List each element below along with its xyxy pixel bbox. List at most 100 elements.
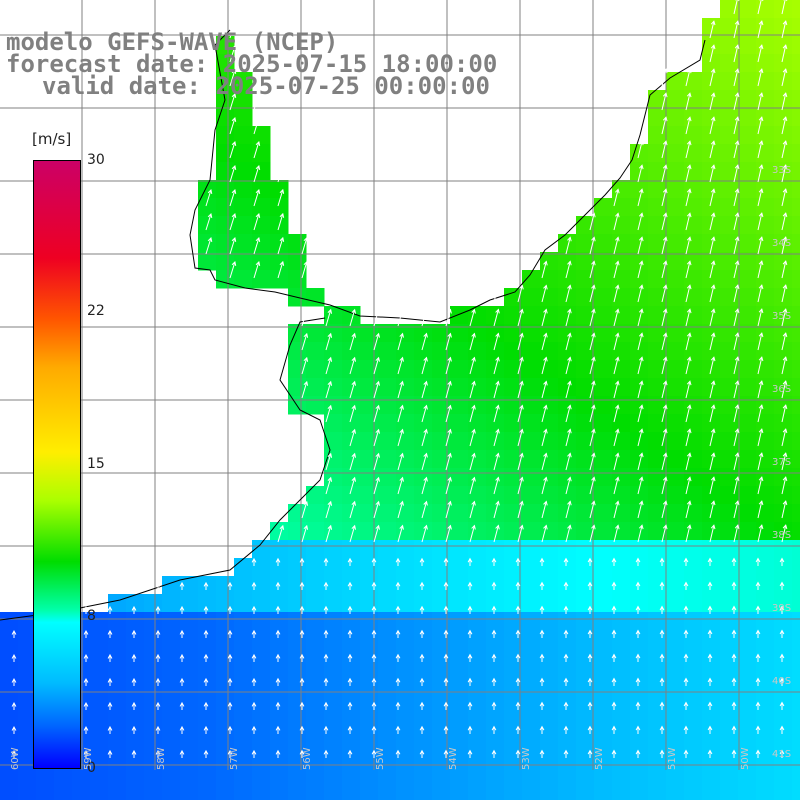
wind-arrow-head: [686, 308, 692, 314]
grid-cell: [468, 522, 487, 541]
wind-arrow-head: [683, 749, 689, 755]
wind-arrow-head: [563, 725, 569, 731]
grid-cell: [558, 630, 577, 649]
wind-arrow: [757, 21, 763, 39]
wind-arrow: [661, 525, 667, 543]
grid-cell: [252, 198, 271, 217]
wind-arrow: [589, 477, 595, 495]
grid-cell: [324, 504, 343, 523]
wind-arrow: [733, 525, 739, 543]
grid-cell: [558, 270, 577, 289]
grid-cell: [666, 396, 685, 415]
grid-cell: [396, 630, 415, 649]
wind-arrow: [613, 405, 619, 423]
grid-cell: [18, 648, 37, 667]
grid-cell: [756, 558, 775, 577]
grid-cell: [630, 612, 649, 631]
wind-arrow-head: [543, 476, 548, 482]
wind-arrow: [661, 69, 667, 87]
grid-cell: [234, 162, 253, 181]
wind-arrow-head: [423, 380, 428, 386]
wind-arrow-head: [662, 92, 668, 98]
grid-cell: [270, 666, 289, 685]
grid-cell: [522, 558, 541, 577]
grid-cell: [702, 702, 721, 721]
wind-arrow: [733, 381, 739, 399]
wind-arrow-head: [755, 725, 761, 731]
wind-arrow: [373, 381, 380, 399]
wind-arrow-head: [591, 428, 596, 434]
wind-arrow: [541, 333, 547, 351]
wind-arrow-head: [731, 653, 737, 659]
grid-cell: [54, 774, 73, 793]
wind-arrow: [709, 501, 715, 519]
grid-cell: [306, 378, 325, 397]
grid-cell: [792, 360, 800, 379]
wind-arrow-head: [543, 284, 548, 290]
grid-cell: [306, 486, 325, 505]
grid-cell: [486, 486, 505, 505]
grid-cell: [216, 684, 235, 703]
grid-cell: [792, 234, 800, 253]
grid-cell: [252, 720, 271, 739]
grid-cell: [702, 612, 721, 631]
grid-cell: [486, 540, 505, 559]
grid-cell: [396, 468, 415, 487]
grid-cell: [720, 252, 739, 271]
wind-arrow: [325, 477, 332, 495]
longitude-label: 51W: [667, 747, 678, 770]
grid-cell: [774, 342, 793, 361]
wind-arrow-head: [447, 500, 452, 506]
wind-arrow-head: [543, 380, 548, 386]
grid-cell: [774, 108, 793, 127]
wind-arrow: [757, 357, 763, 375]
wind-arrow: [709, 405, 715, 423]
wind-arrow-head: [471, 332, 476, 338]
wind-arrow-head: [419, 653, 425, 659]
grid-cell: [576, 504, 595, 523]
wind-arrow: [757, 309, 763, 327]
wind-arrow-head: [662, 164, 668, 170]
grid-cell: [288, 540, 307, 559]
grid-cell: [792, 468, 800, 487]
grid-cell: [738, 306, 757, 325]
wind-arrow-head: [471, 524, 476, 530]
grid-cell: [774, 54, 793, 73]
wind-arrow-head: [587, 701, 593, 707]
wind-arrow: [397, 525, 404, 543]
grid-cell: [378, 450, 397, 469]
grid-cell: [666, 720, 685, 739]
grid-cell: [342, 414, 361, 433]
wind-arrow: [421, 525, 427, 543]
grid-cell: [684, 684, 703, 703]
wind-arrow-head: [662, 356, 668, 362]
grid-cell: [162, 792, 181, 800]
grid-cell: [324, 540, 343, 559]
grid-cell: [144, 684, 163, 703]
grid-cell: [792, 522, 800, 541]
wind-arrow: [397, 453, 404, 471]
grid-cell: [270, 252, 289, 271]
grid-cell: [792, 54, 800, 73]
wind-arrow: [757, 333, 763, 351]
grid-cell: [738, 360, 757, 379]
grid-cell: [342, 630, 361, 649]
wind-arrow-head: [635, 701, 641, 707]
grid-cell: [666, 468, 685, 487]
grid-cell: [594, 414, 613, 433]
wind-arrow: [757, 501, 763, 519]
grid-cell: [720, 126, 739, 145]
grid-cell: [756, 252, 775, 271]
grid-cell: [666, 666, 685, 685]
grid-cell: [234, 684, 253, 703]
grid-cell: [738, 630, 757, 649]
wind-arrow: [685, 189, 691, 207]
wind-arrow-head: [519, 524, 524, 530]
grid-cell: [612, 414, 631, 433]
grid-cell: [270, 180, 289, 199]
grid-cell: [612, 270, 631, 289]
wind-arrow: [301, 237, 308, 255]
grid-cell: [630, 324, 649, 343]
grid-cell: [306, 360, 325, 379]
wind-arrow-head: [323, 701, 329, 707]
